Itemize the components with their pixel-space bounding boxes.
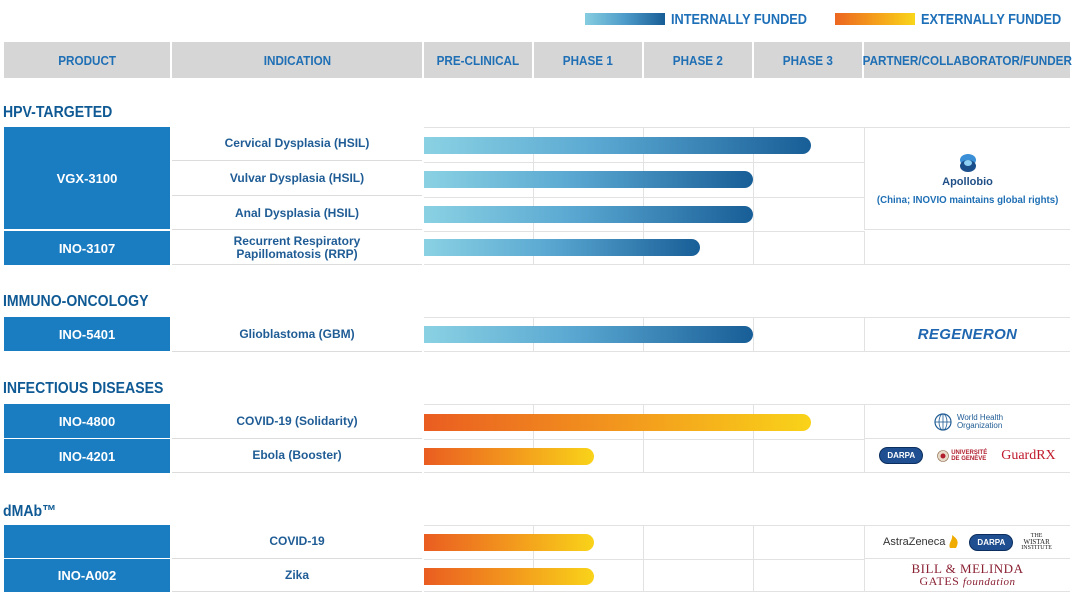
indication-rrp: Recurrent Respiratory Papillomatosis (RRP…	[172, 231, 422, 265]
partner-cell-covid-dmab: AstraZeneca DARPA THE WISTAR INSTITUTE	[864, 525, 1070, 559]
indication-ebola: Ebola (Booster)	[172, 439, 422, 473]
partner-cell-gates: BILL & MELINDA GATES foundation	[864, 559, 1070, 592]
partner-cell-who: World Health Organization	[864, 404, 1070, 439]
header-preclinical: PRE-CLINICAL	[424, 42, 532, 78]
geneve-seal-icon	[937, 449, 950, 462]
progress-bar-anal	[424, 206, 753, 223]
header-indication: INDICATION	[172, 42, 422, 78]
indication-covid-solidarity: COVID-19 (Solidarity)	[172, 404, 422, 439]
pipeline-grid-dmab	[424, 525, 864, 592]
indication-cervical: Cervical Dysplasia (HSIL)	[172, 127, 422, 161]
apollobio-logo-icon	[959, 153, 976, 172]
progress-bar-zika	[424, 568, 594, 585]
header-phase3: PHASE 3	[754, 42, 862, 78]
product-cell-ino3107: INO-3107	[4, 231, 170, 265]
partner-apollobio-note: (China; INOVIO maintains global rights)	[876, 193, 1059, 206]
pipeline-grid-infectious	[424, 404, 864, 473]
header-partner: PARTNER/COLLABORATOR/FUNDER	[862, 42, 1072, 78]
progress-bar-vulvar	[424, 171, 753, 188]
progress-bar-covid-solidarity	[424, 414, 811, 431]
partner-cell-ebola: DARPA UNIVERSITÉ DE GENÈVE GuardRX	[864, 439, 1070, 473]
indication-covid19: COVID-19	[172, 525, 422, 559]
indication-rrp-line1: Recurrent Respiratory	[233, 233, 361, 248]
partner-gates-foundation-logo: BILL & MELINDA GATES foundation	[911, 560, 1024, 588]
partner-apollobio-name: Apollobio	[942, 175, 993, 188]
legend-externally-funded: EXTERNALLY FUNDED	[835, 10, 1080, 28]
header-phase1: PHASE 1	[534, 42, 642, 78]
indication-rrp-line2: Papillomatosis (RRP)	[236, 246, 358, 261]
product-cell-ino4800: INO-4800	[4, 404, 170, 438]
progress-bar-cervical	[424, 137, 811, 154]
who-line2: Organization	[956, 420, 1003, 430]
partner-geneve-logo: UNIVERSITÉ DE GENÈVE	[937, 450, 987, 462]
partner-guardrx-logo: GuardRX	[1001, 447, 1056, 463]
indication-zika: Zika	[172, 559, 422, 592]
partner-who-logo: World Health Organization	[932, 412, 1003, 432]
section-title-infectious: INFECTIOUS DISEASES	[3, 380, 164, 397]
progress-bar-rrp	[424, 239, 700, 256]
progress-bar-ebola	[424, 448, 594, 465]
section-title-dmab: dMAb™	[3, 503, 57, 520]
partner-darpa-logo-2: DARPA	[969, 533, 1014, 551]
product-cell-dmab-blank	[4, 525, 170, 558]
progress-bar-gbm	[424, 326, 753, 343]
product-cell-ino5401: INO-5401	[4, 317, 170, 351]
legend-internal-swatch	[585, 13, 665, 25]
legend-internally-funded: INTERNALLY FUNDED	[585, 10, 831, 28]
partner-cell-apollobio: Apollobio (China; INOVIO maintains globa…	[864, 127, 1070, 230]
partner-regeneron-logo: REGENERON	[917, 326, 1018, 343]
partner-cell-regeneron: REGENERON	[864, 317, 1070, 352]
section-title-io: IMMUNO-ONCOLOGY	[3, 293, 149, 310]
astrazeneca-swirl-icon	[949, 535, 959, 548]
legend-internal-label: INTERNALLY FUNDED	[671, 10, 808, 28]
partner-astrazeneca-logo: AstraZeneca	[883, 534, 961, 550]
indication-gbm: Glioblastoma (GBM)	[172, 317, 422, 352]
partner-wistar-logo: THE WISTAR INSTITUTE	[1021, 533, 1052, 551]
who-emblem-icon	[934, 412, 952, 431]
header-phase2: PHASE 2	[644, 42, 752, 78]
product-cell-inoa002: INO-A002	[4, 559, 170, 592]
legend-external-label: EXTERNALLY FUNDED	[921, 10, 1062, 28]
indication-anal: Anal Dysplasia (HSIL)	[172, 197, 422, 230]
pipeline-grid-io	[424, 317, 864, 352]
product-cell-vgx3100: VGX-3100	[4, 127, 170, 229]
progress-bar-covid19-dmab	[424, 534, 594, 551]
partner-cell-empty	[864, 231, 1070, 265]
header-product: PRODUCT	[4, 42, 170, 78]
indication-vulvar: Vulvar Dysplasia (HSIL)	[172, 162, 422, 196]
pipeline-grid-hpv	[424, 127, 864, 265]
partner-darpa-logo: DARPA	[879, 447, 924, 464]
section-title-hpv: HPV-TARGETED	[3, 104, 113, 121]
legend-external-swatch	[835, 13, 915, 25]
product-cell-ino4201: INO-4201	[4, 439, 170, 473]
who-line1: World Health	[956, 412, 1004, 422]
